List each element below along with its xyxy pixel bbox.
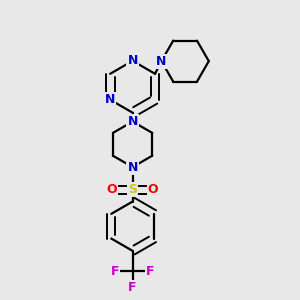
Text: F: F [128,281,137,294]
Text: O: O [107,183,117,196]
Text: F: F [111,265,119,278]
Text: N: N [128,160,138,174]
Text: N: N [128,54,138,67]
Text: S: S [128,183,137,196]
Text: N: N [105,93,115,106]
Text: F: F [146,265,154,278]
Text: N: N [128,115,138,128]
Text: N: N [156,55,167,68]
Text: O: O [148,183,158,196]
